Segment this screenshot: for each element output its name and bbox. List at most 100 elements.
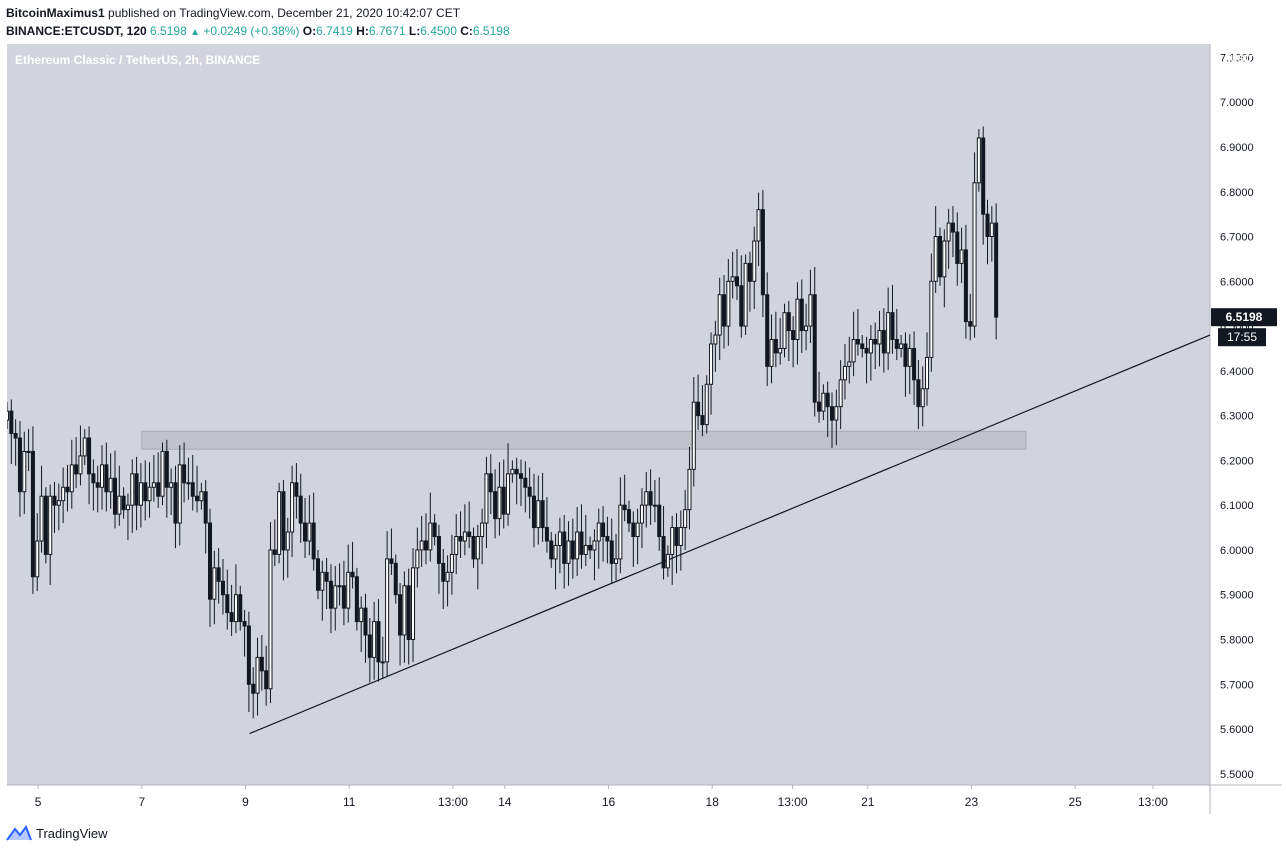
time-ticks: 5 7 9 11 13:00 14 16 18 13:00 21 23 25 13:00	[35, 785, 1168, 809]
candle-body	[566, 540, 571, 564]
candle-body	[652, 504, 657, 507]
candle-body	[363, 607, 368, 636]
candle-body	[203, 491, 208, 524]
candle-body	[35, 540, 40, 578]
candle-body	[760, 209, 765, 296]
candle-body	[799, 298, 804, 332]
time-tick: 14	[498, 795, 512, 809]
candle-body	[942, 240, 947, 278]
tradingview-logo-icon	[6, 825, 32, 841]
candle-body	[687, 468, 692, 511]
candle-body	[929, 280, 934, 358]
candle-body	[726, 280, 731, 327]
candle-body	[817, 401, 822, 412]
candle-body	[169, 482, 174, 488]
candle-body	[890, 312, 895, 341]
candle-body	[808, 294, 813, 327]
candle-body	[294, 482, 299, 497]
candle-body	[639, 504, 644, 524]
candle-body	[847, 361, 852, 367]
candle-body	[354, 576, 359, 623]
candle-body	[199, 491, 204, 502]
plot-area[interactable]	[7, 44, 1210, 785]
candle-body	[402, 585, 407, 636]
candle-body	[752, 240, 757, 282]
candle-body	[82, 437, 87, 457]
time-axis[interactable]	[7, 785, 1210, 814]
price-tick: 6.1000	[1220, 500, 1254, 512]
candle-body	[925, 356, 930, 390]
candle-body	[156, 482, 161, 497]
candle-body	[873, 339, 878, 345]
price-chart[interactable]: 7.10007.00006.90006.80006.70006.60006.50…	[4, 8, 1282, 814]
candle-body	[855, 339, 860, 345]
ascending-trendline[interactable]	[249, 334, 1211, 735]
candle-body	[968, 321, 973, 327]
candle-body	[588, 544, 593, 551]
candle-body	[190, 482, 195, 497]
candle-body	[225, 594, 230, 614]
candle-body	[9, 410, 14, 435]
high-label: H:	[356, 24, 369, 38]
candle-body	[259, 656, 264, 672]
price-change: +0.0249 (+0.38%)	[203, 24, 300, 38]
candle-body	[614, 558, 619, 564]
time-tick: 9	[242, 795, 249, 809]
candle-body	[544, 527, 549, 542]
candle-body	[549, 540, 554, 560]
candle-body	[298, 495, 303, 524]
candle-body	[95, 482, 100, 488]
candle-body	[242, 621, 247, 627]
low-value: 6.4500	[420, 24, 457, 38]
open-label: O:	[302, 24, 317, 38]
tradingview-footer[interactable]: TradingView	[6, 822, 108, 844]
candle-body	[380, 661, 385, 664]
price-tick: 5.5000	[1220, 769, 1254, 781]
candle-body	[406, 585, 411, 640]
candle-body	[65, 486, 70, 493]
candle-body	[488, 473, 493, 493]
candle-body	[562, 531, 567, 564]
candle-body	[87, 437, 92, 475]
time-tick: 13:00	[1138, 795, 1168, 809]
up-arrow-icon: ▲	[190, 27, 200, 38]
open-value: 6.7419	[316, 24, 353, 38]
candle-body	[207, 522, 213, 600]
candle-body	[367, 634, 372, 658]
candle-body	[229, 612, 234, 623]
candle-body	[493, 491, 498, 520]
candle-body	[182, 464, 187, 484]
chart-container[interactable]: 7.1000 7.0000 6.9000 6.8000 6.7000 6.6000 6.50…	[4, 8, 1282, 814]
low-label: L:	[408, 24, 421, 38]
price-tick: 6.8000	[1220, 187, 1254, 199]
candle-body	[91, 473, 96, 484]
candle-body	[704, 383, 709, 426]
candle-body	[778, 347, 783, 354]
candle-body	[173, 482, 178, 524]
close-label: C:	[460, 24, 473, 38]
candle-body	[700, 415, 705, 426]
candle-body	[320, 571, 325, 591]
price-tick: 6.4000	[1220, 366, 1254, 378]
candle-body	[186, 482, 191, 485]
candle-body	[570, 540, 575, 560]
price-tick: 6.9000	[1220, 142, 1254, 154]
candle-body	[514, 468, 519, 475]
publish-line: BitcoinMaximus1 published on TradingView…	[6, 4, 510, 22]
candle-body	[484, 473, 489, 524]
candle-body	[480, 522, 485, 538]
candle-body	[13, 433, 18, 439]
price-axis[interactable]	[1210, 44, 1282, 785]
candle-body	[994, 222, 999, 318]
candle-body	[350, 571, 355, 578]
candle-body	[69, 464, 74, 493]
author-name[interactable]: BitcoinMaximus1	[6, 6, 105, 20]
candle-body	[631, 522, 636, 538]
candle-body	[527, 486, 532, 497]
candle-body	[557, 531, 562, 546]
candle-body	[277, 491, 282, 555]
price-tick: 7.1000	[1220, 52, 1254, 64]
resistance-zone[interactable]	[141, 430, 1027, 450]
candle-body	[315, 558, 321, 591]
candle-body	[281, 491, 286, 551]
